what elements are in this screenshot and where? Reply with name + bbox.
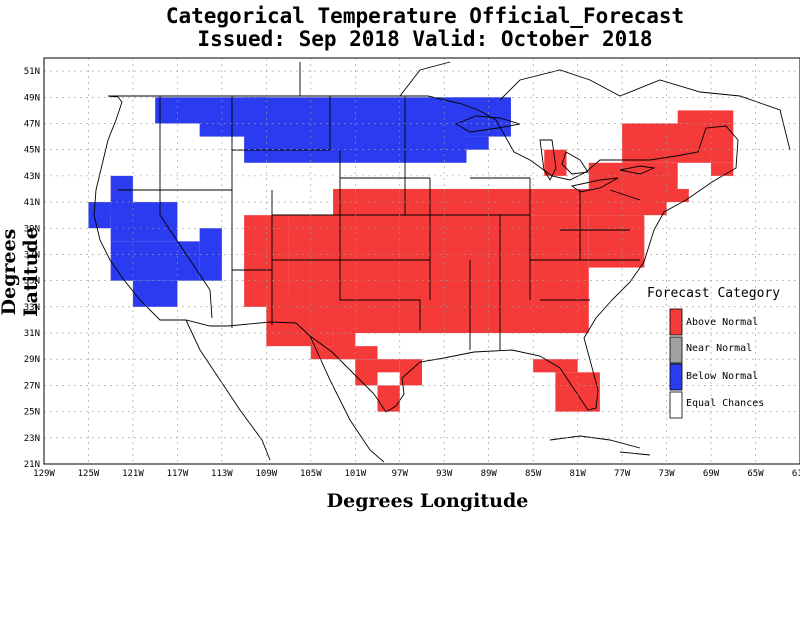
above-normal-region xyxy=(677,110,734,124)
forecast-category-regions xyxy=(88,97,734,412)
x-tick-label: 65W xyxy=(747,469,764,479)
state-line xyxy=(159,96,233,191)
state-line xyxy=(329,96,431,260)
lake-ontario xyxy=(619,165,656,175)
legend-title: Forecast Category xyxy=(647,286,780,301)
below-normal-region xyxy=(466,136,489,150)
x-tick-label: 129W xyxy=(33,469,55,479)
above-normal-region xyxy=(644,188,689,203)
x-tick-label: 105W xyxy=(300,469,322,479)
y-tick-label: 47N xyxy=(24,119,40,129)
y-tick-label: 37N xyxy=(24,250,40,260)
below-normal-region xyxy=(110,241,200,281)
state-line xyxy=(231,190,273,328)
lake-superior xyxy=(454,115,521,133)
y-axis-label: Degrees Latitude xyxy=(0,227,42,317)
caribbean-islands xyxy=(549,435,651,456)
x-tick-label: 93W xyxy=(436,469,453,479)
x-axis-label: Degrees Longitude xyxy=(326,490,529,512)
x-tick-label: 117W xyxy=(167,469,189,479)
y-tick-label: 29N xyxy=(24,355,40,365)
above-normal-region xyxy=(333,188,667,216)
above-normal-region xyxy=(533,359,578,373)
y-tick-label: 33N xyxy=(24,303,40,313)
y-tick-label: 45N xyxy=(24,146,40,156)
y-tick-label: 25N xyxy=(24,408,40,418)
below-normal-region xyxy=(199,228,222,281)
lake-huron xyxy=(561,151,589,175)
above-normal-region xyxy=(333,333,356,360)
y-tick-label: 23N xyxy=(24,434,40,444)
x-tick-label: 97W xyxy=(392,469,409,479)
y-tick-label: 41N xyxy=(24,198,40,208)
x-tick-label: 109W xyxy=(256,469,278,479)
x-tick-label: 73W xyxy=(658,469,675,479)
legend: Forecast Category Above Normal Near Norm… xyxy=(647,286,780,419)
x-tick-label: 77W xyxy=(614,469,631,479)
state-line xyxy=(540,189,641,301)
plot-frame xyxy=(43,57,800,465)
x-tick-label: 125W xyxy=(78,469,100,479)
map-subtitle: Issued: Sep 2018 Valid: October 2018 xyxy=(197,27,653,51)
legend-swatch-above xyxy=(669,308,683,336)
below-normal-region xyxy=(88,202,111,229)
legend-swatch-below xyxy=(669,363,683,391)
axis-ticks: 129W 125W 121W 117W 113W 109W 105W 101W 97W 93W 89… xyxy=(24,67,800,479)
y-tick-label: 27N xyxy=(24,381,40,391)
state-line xyxy=(430,177,640,300)
y-tick-label: 51N xyxy=(24,67,40,77)
mexico-coast xyxy=(185,319,385,463)
state-line xyxy=(339,260,501,350)
above-normal-region xyxy=(711,162,734,176)
above-normal-region xyxy=(555,372,600,412)
legend-swatch-near xyxy=(669,336,683,364)
y-tick-label: 21N xyxy=(24,460,40,470)
x-tick-label: 113W xyxy=(211,469,233,479)
legend-label-below: Below Normal xyxy=(686,371,758,382)
above-normal-region xyxy=(377,385,400,412)
y-tick-label: 31N xyxy=(24,329,40,339)
x-tick-label: 101W xyxy=(344,469,366,479)
y-tick-label: 49N xyxy=(24,93,40,103)
canada-coast xyxy=(299,61,791,151)
above-normal-region xyxy=(377,359,400,373)
above-normal-region xyxy=(355,359,378,386)
y-tick-label: 43N xyxy=(24,172,40,182)
legend-swatch-equal xyxy=(669,391,683,419)
below-normal-region xyxy=(110,202,178,242)
above-normal-region xyxy=(588,215,645,268)
legend-label-near: Near Normal xyxy=(686,343,752,354)
y-tick-label: 35N xyxy=(24,277,40,287)
below-normal-region xyxy=(132,280,178,307)
lake-michigan xyxy=(539,139,557,181)
above-normal-region xyxy=(622,123,734,163)
x-tick-label: 61W xyxy=(792,469,800,479)
legend-label-above: Above Normal xyxy=(686,317,758,328)
x-tick-label: 69W xyxy=(703,469,720,479)
above-normal-region xyxy=(310,346,334,360)
above-normal-region xyxy=(244,215,289,307)
state-line xyxy=(118,189,213,319)
state-boundaries xyxy=(93,61,791,463)
x-tick-label: 89W xyxy=(481,469,498,479)
state-line xyxy=(232,149,430,261)
lake-erie xyxy=(570,177,619,193)
x-tick-label: 85W xyxy=(525,469,542,479)
x-tick-label: 121W xyxy=(122,469,144,479)
above-normal-region xyxy=(288,215,589,334)
legend-label-equal: Equal Chances xyxy=(686,398,764,409)
x-tick-label: 81W xyxy=(570,469,587,479)
map-title: Categorical Temperature Official_Forecas… xyxy=(165,4,685,28)
above-normal-region xyxy=(399,359,422,386)
y-tick-label: 39N xyxy=(24,224,40,234)
